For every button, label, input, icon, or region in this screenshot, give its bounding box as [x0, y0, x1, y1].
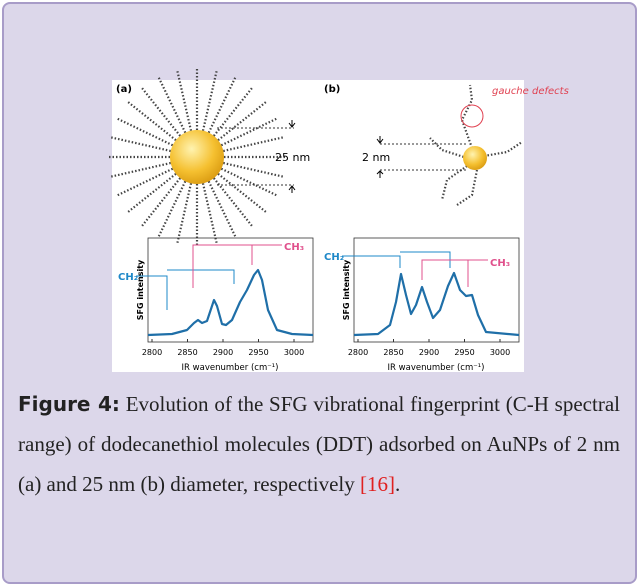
y-axis-label: SFG intensity [136, 259, 145, 320]
size-label: 25 nm [275, 151, 310, 164]
figure-content: (a) 25 nm (b) 2 nm gauche defects 2800 2850 290… [108, 68, 569, 373]
ch2-bracket [342, 251, 451, 268]
panel-label: (a) [116, 84, 132, 95]
x-tick-label: 2850 [177, 348, 197, 357]
caption-text: Evolution of the SFG vibrational fingerp… [18, 392, 620, 496]
x-axis-label: IR wavenumber (cm⁻¹) [182, 363, 279, 373]
ch2-bracket [136, 269, 235, 310]
ch3-bracket [421, 259, 488, 287]
x-tick-label: 2850 [383, 348, 403, 357]
x-tick-label: 3000 [490, 348, 510, 357]
x-tick-label: 3000 [284, 348, 304, 357]
figure-background [112, 80, 524, 372]
nanoparticle [463, 146, 487, 170]
plot-frame [353, 237, 520, 343]
x-tick-label: 2950 [248, 348, 268, 357]
panel-label: (b) [324, 84, 340, 95]
x-tick-label: 2950 [454, 348, 474, 357]
spectrum [147, 268, 314, 337]
ch3-bracket [192, 244, 282, 288]
ch2-label: CH₂ [118, 272, 138, 283]
caption-label: Figure 4: [18, 392, 120, 416]
x-tick-label: 2800 [348, 348, 368, 357]
size-label: 2 nm [362, 151, 390, 164]
y-axis-label: SFG intensity [342, 259, 351, 320]
arrow [288, 120, 296, 193]
ch3-label: CH₃ [490, 258, 510, 269]
x-axis-label: IR wavenumber (cm⁻¹) [388, 363, 485, 373]
x-tick-label: 2900 [213, 348, 233, 357]
x-tick-label: 2900 [419, 348, 439, 357]
spectrum-panel: 2800 2850 2900 2950 3000 IR wavenumber (cm⁻¹)… [118, 237, 314, 373]
nanoparticle [170, 130, 224, 184]
ch3-label: CH₃ [284, 242, 304, 253]
x-tick-label: 2800 [142, 348, 162, 357]
spectrum [353, 271, 520, 337]
citation[interactable]: [16] [360, 472, 396, 496]
ch2-label: CH₂ [324, 252, 344, 263]
defect-marker [460, 104, 484, 128]
plot-frame [147, 237, 314, 343]
caption-end: . [395, 472, 401, 496]
arrow [376, 136, 384, 178]
figure: (a) 25 nm (b) 2 nm gauche defects 2800 2850 290… [108, 68, 569, 373]
annotation: gauche defects [492, 86, 569, 97]
spectrum-panel: 2800 2850 2900 2950 3000 IR wavenumber (cm⁻¹)… [324, 237, 520, 373]
caption: Figure 4: Evolution of the SFG vibration… [18, 384, 620, 504]
